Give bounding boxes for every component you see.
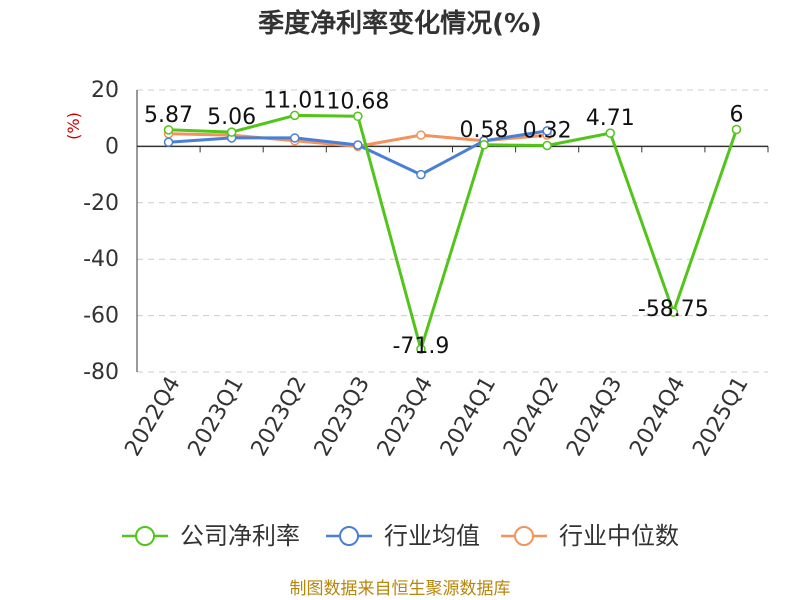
data-label: 10.68 bbox=[326, 89, 389, 114]
data-point bbox=[542, 126, 552, 136]
legend-marker bbox=[339, 526, 359, 546]
y-tick-label: -40 bbox=[83, 247, 119, 272]
x-tick-label: 2023Q1 bbox=[184, 373, 249, 461]
legend-marker bbox=[135, 526, 155, 546]
x-tick-label: 2024Q4 bbox=[625, 373, 690, 461]
data-label: 5.06 bbox=[207, 105, 256, 130]
legend-label: 行业中位数 bbox=[559, 522, 679, 550]
data-label: -58.75 bbox=[638, 297, 709, 322]
x-tick-label: 2023Q3 bbox=[310, 373, 375, 461]
data-point bbox=[479, 140, 489, 150]
legend-marker bbox=[514, 526, 534, 546]
data-point bbox=[163, 125, 174, 135]
y-tick-label: -80 bbox=[83, 360, 119, 385]
x-tick-label: 2024Q3 bbox=[562, 373, 627, 461]
y-axis-label: (%) bbox=[64, 112, 83, 140]
legend-item: 公司净利率 bbox=[122, 522, 300, 550]
x-tick-label: 2022Q4 bbox=[120, 373, 185, 461]
series-lines bbox=[163, 110, 742, 354]
x-tick-label: 2024Q1 bbox=[436, 373, 501, 461]
y-tick-label: -20 bbox=[83, 191, 119, 216]
data-label: 11.01 bbox=[263, 88, 326, 113]
legend-item: 行业中位数 bbox=[501, 522, 679, 550]
data-point bbox=[542, 140, 552, 151]
legend-label: 行业均值 bbox=[384, 522, 480, 550]
chart-title: 季度净利率变化情况(%) bbox=[258, 8, 542, 39]
y-tick-label: 0 bbox=[105, 134, 119, 159]
data-label: 0.58 bbox=[460, 118, 509, 143]
data-point bbox=[416, 169, 426, 180]
data-label: 0.32 bbox=[523, 118, 572, 143]
data-point bbox=[605, 128, 615, 138]
x-tick-label: 2023Q4 bbox=[373, 373, 438, 461]
source-note: 制图数据来自恒生聚源数据库 bbox=[290, 579, 511, 599]
y-tick-label: -60 bbox=[83, 304, 119, 329]
legend-label: 公司净利率 bbox=[180, 522, 300, 550]
legend-item: 行业均值 bbox=[326, 522, 480, 550]
data-labels: 5.87 5.06 11.01 10.68 -71.9 0.58 0.32 4.71 -58.7… bbox=[144, 88, 743, 359]
data-point bbox=[226, 127, 237, 137]
legend: 公司净利率 行业均值 行业中位数 bbox=[122, 522, 679, 550]
data-point bbox=[416, 130, 426, 140]
series-line bbox=[168, 113, 738, 351]
data-label: 6 bbox=[729, 102, 743, 127]
data-label: 4.71 bbox=[586, 106, 635, 131]
data-point bbox=[731, 124, 742, 135]
y-tick-label: 20 bbox=[91, 78, 119, 103]
data-point bbox=[290, 110, 300, 121]
data-point bbox=[668, 307, 679, 317]
data-point bbox=[353, 140, 363, 150]
data-label: -71.9 bbox=[392, 334, 449, 359]
x-tick-label: 2023Q2 bbox=[247, 373, 312, 461]
data-point bbox=[416, 344, 426, 354]
data-label: 5.87 bbox=[144, 103, 193, 128]
data-point bbox=[290, 133, 300, 143]
x-tick-label: 2025Q1 bbox=[688, 373, 753, 461]
x-tick-label: 2024Q2 bbox=[499, 373, 564, 461]
data-point bbox=[353, 111, 363, 122]
data-point bbox=[163, 137, 174, 147]
